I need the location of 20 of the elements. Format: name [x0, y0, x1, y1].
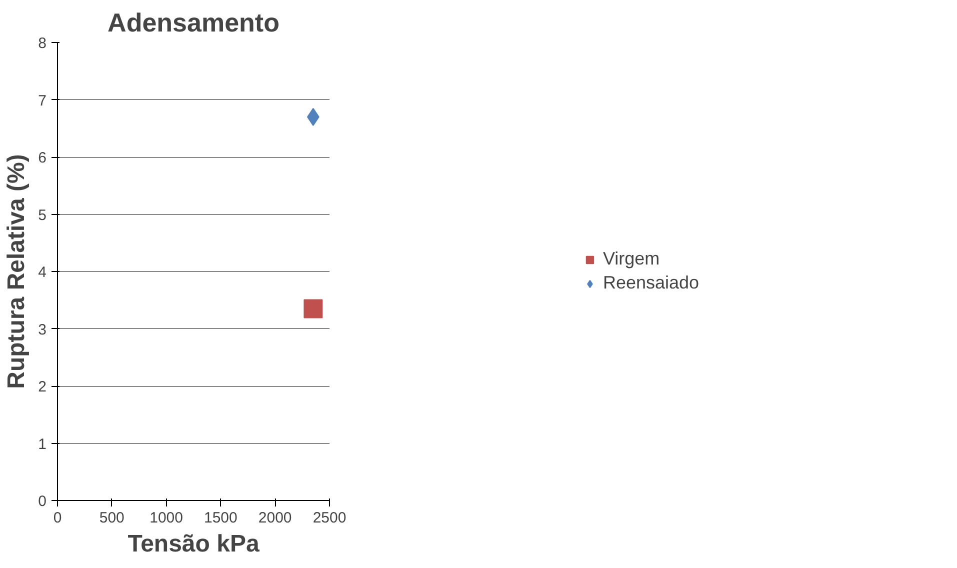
chart-title: Adensamento — [108, 8, 280, 38]
y-tick-label: 2 — [38, 378, 46, 396]
y-tick-label: 8 — [38, 35, 46, 52]
x-tick-label: 2500 — [312, 510, 346, 526]
legend-label: Reensaiado — [602, 272, 700, 294]
x-tick-label: 1500 — [204, 510, 238, 526]
x-tick-label: 0 — [53, 510, 62, 526]
y-tick-label: 5 — [38, 206, 46, 224]
y-tick-label: 1 — [38, 436, 46, 453]
y-axis-title: Ruptura Relativa (%) — [3, 154, 30, 389]
y-tick-label: 0 — [38, 493, 46, 510]
x-axis-title: Tensão kPa — [128, 530, 260, 558]
x-tick-label: 2000 — [258, 510, 292, 526]
y-tick-label: 7 — [38, 92, 46, 110]
legend-label: Virgem — [602, 248, 660, 270]
y-tick-label: 3 — [38, 321, 46, 338]
x-tick-label: 1000 — [150, 510, 183, 526]
x-tick-label: 500 — [99, 510, 124, 526]
y-tick-label: 4 — [38, 264, 46, 281]
y-tick-label: 6 — [38, 150, 46, 166]
